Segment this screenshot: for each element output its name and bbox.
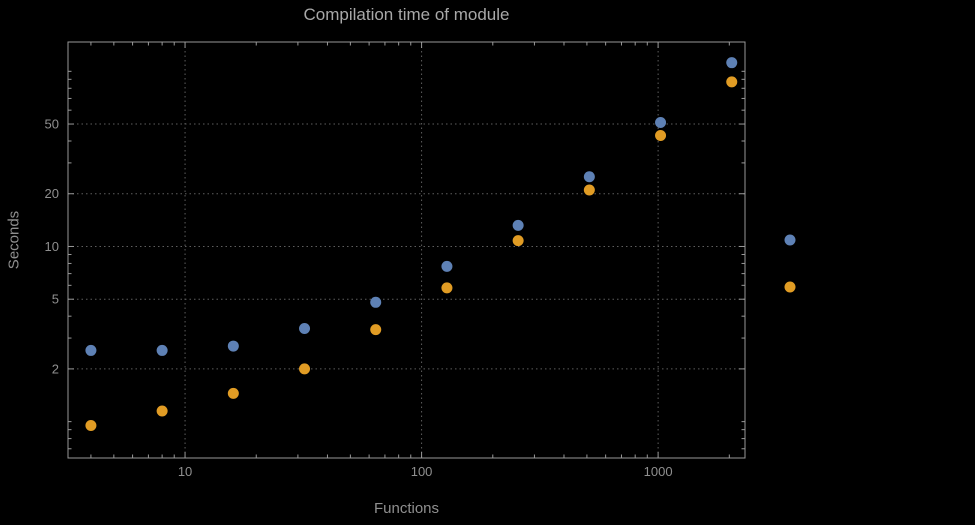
- data-point-blue-series: [441, 260, 453, 272]
- data-point-orange-series: [370, 324, 382, 336]
- data-point-orange-series: [655, 130, 667, 142]
- x-axis-label: Functions: [373, 500, 440, 517]
- plot-frame: [67, 41, 746, 459]
- x-tick-label: 100: [411, 464, 433, 479]
- data-point-orange-series: [85, 420, 97, 432]
- y-tick-label: 2: [52, 361, 59, 376]
- data-point-blue-series: [156, 344, 168, 356]
- data-point-orange-series: [441, 282, 453, 294]
- data-point-blue-series: [299, 323, 311, 335]
- data-point-blue-series: [370, 296, 382, 308]
- data-point-blue-series: [726, 57, 738, 69]
- y-tick-label: 10: [45, 239, 59, 254]
- data-point-blue-series: [227, 340, 239, 352]
- y-tick-label: 5: [52, 292, 59, 307]
- chart-title: Compilation time of module: [303, 5, 510, 24]
- x-tick-label: 10: [178, 464, 192, 479]
- x-tick-label: 1000: [644, 464, 673, 479]
- data-point-blue-series: [583, 171, 595, 183]
- y-tick-label: 50: [45, 117, 59, 132]
- data-point-orange-series: [726, 76, 738, 88]
- data-point-orange-series: [227, 387, 239, 399]
- data-point-orange-series: [583, 184, 595, 196]
- legend-marker-blue-series: [784, 234, 796, 246]
- data-point-blue-series: [85, 344, 97, 356]
- data-point-blue-series: [655, 117, 667, 129]
- legend-marker-orange-series: [784, 281, 796, 293]
- data-point-orange-series: [156, 405, 168, 417]
- y-tick-label: 20: [45, 186, 59, 201]
- data-point-orange-series: [299, 363, 311, 375]
- data-point-blue-series: [512, 219, 524, 231]
- data-point-orange-series: [512, 235, 524, 247]
